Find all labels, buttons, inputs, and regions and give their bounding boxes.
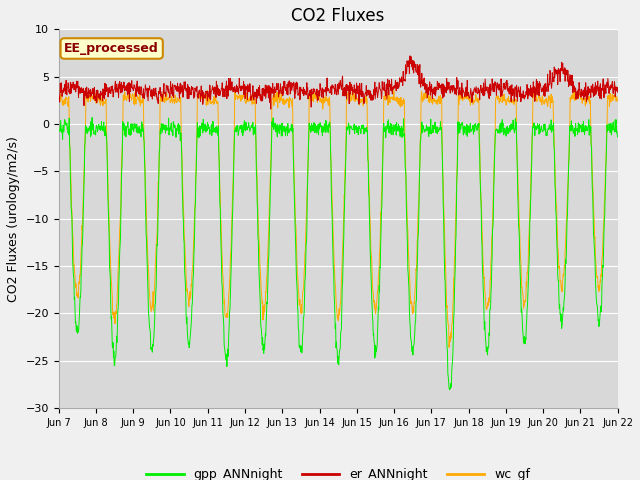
Legend: gpp_ANNnight, er_ANNnight, wc_gf: gpp_ANNnight, er_ANNnight, wc_gf [141, 464, 535, 480]
Text: EE_processed: EE_processed [64, 42, 159, 55]
Title: CO2 Fluxes: CO2 Fluxes [291, 7, 385, 25]
Y-axis label: CO2 Fluxes (urology/m2/s): CO2 Fluxes (urology/m2/s) [7, 136, 20, 301]
